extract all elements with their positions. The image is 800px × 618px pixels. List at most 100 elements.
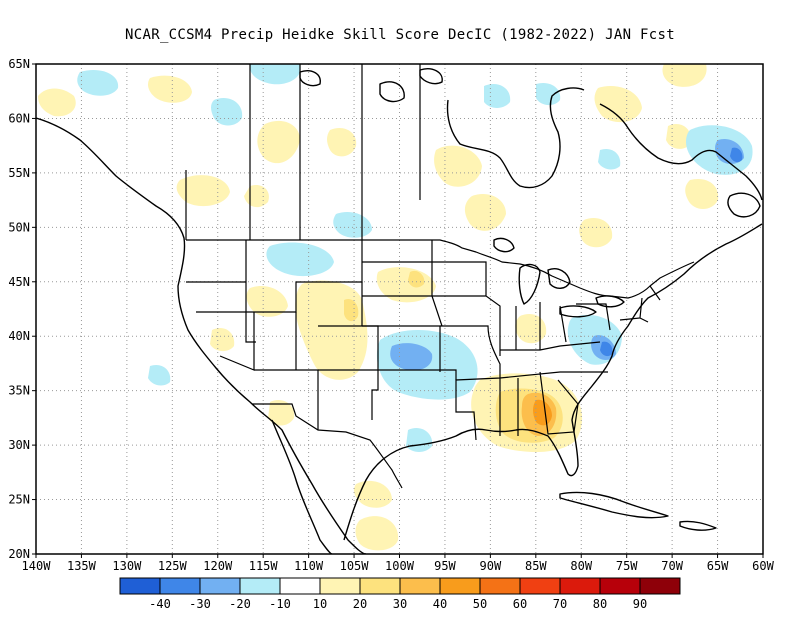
lat-label: 25N [8,493,30,507]
shade-patch [257,120,300,164]
shade-patch [246,286,288,317]
shade-patch [249,64,301,85]
shade-patch [268,399,295,426]
colorbar-label: -40 [149,597,171,611]
lon-label: 70W [661,559,683,573]
political-boundaries [185,64,695,489]
lat-label: 20N [8,547,30,561]
lon-label: 100W [385,559,415,573]
lon-label: 80W [570,559,592,573]
colorbar [119,577,681,595]
shade-patch [685,178,719,209]
shade-patch [666,124,691,149]
lon-label: 125W [158,559,188,573]
colorbar-swatch [159,577,201,595]
colorbar-label: 50 [473,597,487,611]
shade-patch [408,270,425,288]
colorbar-labels: -40 -30 -20 -10 10 20 30 40 50 60 70 80 90 [149,597,647,611]
colorbar-swatch [439,577,481,595]
lat-label: 55N [8,166,30,180]
lon-label: 65W [707,559,729,573]
colorbar-label: 10 [313,597,327,611]
colorbar-swatch [199,577,241,595]
shade-patch [515,314,547,344]
colorbar-swatch [239,577,281,595]
shade-patch [295,280,368,380]
colorbar-swatch [319,577,361,595]
map-title: NCAR_CCSM4 Precip Heidke Skill Score Dec… [125,27,675,43]
shade-patch [464,194,506,231]
colorbar-label: -30 [189,597,211,611]
shade-patch [390,343,433,371]
colorbar-label: 40 [433,597,447,611]
shade-patch [600,341,613,357]
colorbar-swatch [639,577,681,595]
longitude-labels: 140W 135W 130W 125W 120W 115W 110W 105W 100W 95W 9… [22,554,775,573]
shade-patch [406,427,433,452]
colorbar-label: -20 [229,597,251,611]
lon-label: 75W [616,559,638,573]
colorbar-label: -10 [269,597,291,611]
colorbar-label: 90 [633,597,647,611]
colorbar-label: 60 [513,597,527,611]
lat-label: 30N [8,438,30,452]
lat-label: 65N [8,57,30,71]
shade-patch [211,98,243,126]
lon-label: 130W [112,559,142,573]
colorbar-swatch [359,577,401,595]
lon-label: 95W [434,559,456,573]
shade-patch [355,516,399,551]
shade-patch [434,145,482,187]
shade-patch [376,267,436,303]
colorbar-label: 30 [393,597,407,611]
shade-patch [148,75,192,103]
shade-patch [38,88,76,117]
colorbar-swatch [399,577,441,595]
shade-patch [266,242,334,277]
shade-patch [536,82,561,106]
coastlines [36,68,763,554]
colorbar-label: 80 [593,597,607,611]
colorbar-swatch [559,577,601,595]
lon-label: 60W [752,559,774,573]
shade-patch [333,211,372,238]
shade-patch [77,69,119,96]
lat-label: 60N [8,111,30,125]
colorbar-swatch [479,577,521,595]
shade-patch [662,64,707,87]
shade-patch [579,218,613,248]
shade-patch [353,480,392,508]
shade-patch [327,127,357,157]
lon-label: 110W [294,559,324,573]
shade-patch [484,83,511,108]
lon-label: 135W [67,559,97,573]
colorbar-swatch [519,577,561,595]
shade-patch [210,327,235,352]
lat-label: 35N [8,384,30,398]
colorbar-label: 70 [553,597,567,611]
lon-label: 85W [525,559,547,573]
shade-patch [598,148,621,170]
colorbar-swatch [599,577,641,595]
shade-patch [148,364,171,386]
shade-patch [176,175,230,207]
shade-patch [730,147,743,163]
lat-label: 50N [8,220,30,234]
shade-patch [344,298,359,322]
colorbar-label: 20 [353,597,367,611]
colorbar-swatch [279,577,321,595]
lon-label: 115W [249,559,279,573]
colorbar-swatch [119,577,161,595]
lon-label: 120W [203,559,233,573]
shade-patch [594,86,642,123]
lon-label: 90W [480,559,502,573]
shade-patch [244,184,269,208]
lon-label: 140W [22,559,52,573]
lon-label: 105W [340,559,370,573]
lat-lon-grid [36,64,763,554]
lat-label: 40N [8,329,30,343]
shade-patch [533,399,552,426]
skill-score-shading [38,64,753,551]
latitude-labels: 65N 60N 55N 50N 45N 40N 35N 30N 25N 20N [8,57,36,561]
